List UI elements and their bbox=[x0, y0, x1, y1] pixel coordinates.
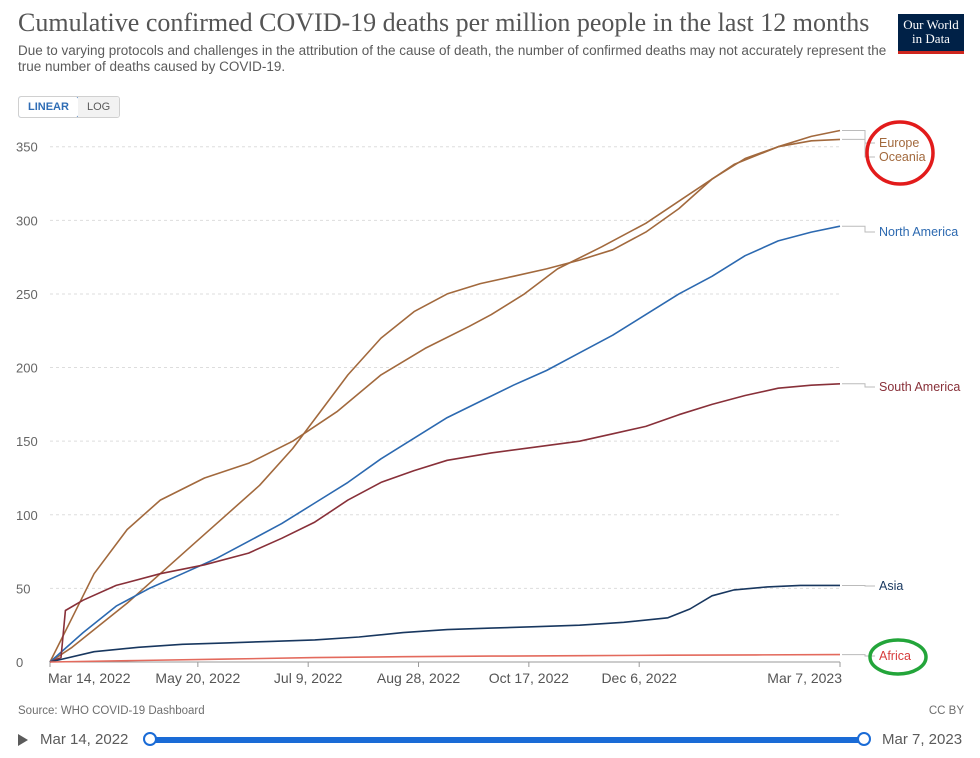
y-tick-label: 150 bbox=[16, 434, 38, 449]
chart-title: Cumulative confirmed COVID-19 deaths per… bbox=[18, 8, 870, 37]
timeline: Mar 14, 2022 Mar 7, 2023 bbox=[0, 728, 980, 754]
play-icon[interactable] bbox=[18, 734, 28, 746]
line-chart: 0 50 100 150 200 250 300 350 Mar 14, 2022 May 20,… bbox=[16, 120, 960, 686]
x-tick-label: Mar 7, 2023 bbox=[767, 670, 842, 686]
series-line-oceania bbox=[49, 138, 841, 663]
timeline-start-handle[interactable] bbox=[143, 732, 157, 746]
leader-line bbox=[842, 138, 875, 158]
timeline-start-label: Mar 14, 2022 bbox=[40, 731, 129, 748]
source-note[interactable]: Source: WHO COVID-19 Dashboard bbox=[18, 705, 205, 717]
chart-subtitle: Due to varying protocols and challenges … bbox=[18, 43, 887, 74]
x-tick-label: Dec 6, 2022 bbox=[601, 670, 677, 686]
log-scale-button[interactable]: LOG bbox=[77, 97, 120, 117]
series-label-north-america: North America bbox=[879, 225, 958, 239]
series-label-south-america: South America bbox=[879, 380, 960, 394]
x-tick-label: Jul 9, 2022 bbox=[274, 670, 343, 686]
highlight-circle-europe-oceania bbox=[865, 120, 935, 186]
x-tick-label: Aug 28, 2022 bbox=[377, 670, 461, 686]
series-label-oceania: Oceania bbox=[879, 150, 926, 164]
owid-logo[interactable]: Our World in Data bbox=[898, 14, 964, 54]
logo-line-2: in Data bbox=[912, 31, 950, 46]
timeline-end-handle[interactable] bbox=[857, 732, 871, 746]
timeline-end-label: Mar 7, 2023 bbox=[882, 731, 963, 748]
series-label-africa: Africa bbox=[879, 649, 911, 663]
y-tick-label: 0 bbox=[16, 655, 23, 670]
series-line-asia bbox=[49, 584, 840, 663]
y-tick-label: 50 bbox=[16, 581, 30, 596]
series-line-europe bbox=[49, 129, 841, 663]
highlight-circle-africa bbox=[868, 638, 928, 676]
y-tick-label: 200 bbox=[16, 361, 38, 376]
scale-toggle: LINEAR LOG bbox=[18, 96, 121, 118]
linear-scale-button[interactable]: LINEAR bbox=[19, 97, 79, 117]
series-label-europe: Europe bbox=[879, 136, 919, 150]
annotation-layer bbox=[865, 120, 935, 676]
series-layer bbox=[49, 129, 841, 663]
leader-line bbox=[842, 383, 875, 388]
x-tick-label: May 20, 2022 bbox=[155, 670, 240, 686]
y-tick-label: 350 bbox=[16, 140, 38, 155]
timeline-track[interactable] bbox=[150, 737, 864, 743]
series-line-africa bbox=[49, 653, 841, 663]
series-line-south-america bbox=[49, 383, 841, 663]
grid-layer: 0 50 100 150 200 250 300 350 Mar 14, 2022 May 20,… bbox=[16, 140, 842, 686]
leader-line bbox=[842, 225, 875, 233]
leader-line bbox=[842, 584, 875, 587]
x-tick-label: Oct 17, 2022 bbox=[489, 670, 569, 686]
license-label[interactable]: CC BY bbox=[928, 705, 964, 717]
logo-line-1: Our World bbox=[903, 17, 959, 32]
series-line-north-america bbox=[49, 225, 841, 663]
y-tick-label: 100 bbox=[16, 508, 38, 523]
y-tick-label: 300 bbox=[16, 213, 38, 228]
y-tick-label: 250 bbox=[16, 287, 38, 302]
series-label-asia: Asia bbox=[879, 579, 903, 593]
x-tick-label: Mar 14, 2022 bbox=[48, 670, 131, 686]
